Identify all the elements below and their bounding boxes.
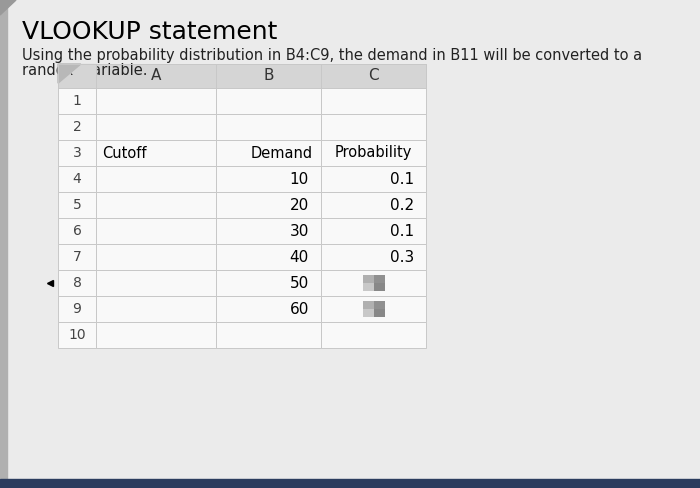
Bar: [0, 479, 700, 488]
Text: Cutoff: Cutoff: [102, 145, 146, 161]
Polygon shape: [0, 0, 16, 15]
Bar: [321, 166, 426, 192]
Bar: [363, 283, 374, 291]
Text: VLOOKUP statement: VLOOKUP statement: [22, 20, 277, 44]
Bar: [96, 296, 216, 322]
Bar: [96, 270, 216, 296]
Bar: [216, 114, 321, 140]
Text: 9: 9: [73, 302, 81, 316]
Bar: [58, 64, 96, 88]
Bar: [96, 218, 216, 244]
Text: A: A: [150, 68, 161, 83]
Bar: [96, 166, 216, 192]
Bar: [58, 244, 96, 270]
Bar: [321, 244, 426, 270]
Bar: [58, 64, 426, 88]
Text: 2: 2: [73, 120, 81, 134]
Bar: [216, 244, 321, 270]
Bar: [321, 192, 426, 218]
Bar: [363, 275, 374, 283]
Bar: [321, 88, 426, 114]
Bar: [216, 64, 321, 88]
Bar: [216, 88, 321, 114]
Bar: [58, 296, 96, 322]
Bar: [374, 309, 384, 317]
Text: 0.3: 0.3: [390, 249, 414, 264]
Bar: [363, 309, 374, 317]
Text: 5: 5: [73, 198, 81, 212]
Text: 10: 10: [290, 171, 309, 186]
Bar: [321, 64, 426, 88]
Text: 0.1: 0.1: [390, 224, 414, 239]
Text: Using the probability distribution in B4:C9, the demand in B11 will be converted: Using the probability distribution in B4…: [22, 48, 642, 63]
Text: C: C: [368, 68, 379, 83]
Bar: [58, 218, 96, 244]
Bar: [374, 275, 384, 283]
Bar: [216, 322, 321, 348]
Text: B: B: [263, 68, 274, 83]
Text: 10: 10: [68, 328, 86, 342]
Bar: [374, 283, 384, 291]
Text: Probability: Probability: [335, 145, 412, 161]
Text: 1: 1: [73, 94, 81, 108]
Bar: [321, 140, 426, 166]
Bar: [216, 192, 321, 218]
Bar: [58, 166, 96, 192]
Bar: [321, 322, 426, 348]
Text: 4: 4: [73, 172, 81, 186]
Bar: [96, 88, 216, 114]
Bar: [216, 140, 321, 166]
Bar: [96, 192, 216, 218]
Bar: [321, 114, 426, 140]
Text: 8: 8: [73, 276, 81, 290]
Text: Demand: Demand: [251, 145, 313, 161]
Text: 3: 3: [73, 146, 81, 160]
Bar: [321, 218, 426, 244]
Bar: [58, 270, 96, 296]
Bar: [321, 296, 426, 322]
Bar: [96, 64, 216, 88]
Bar: [58, 322, 96, 348]
Text: 7: 7: [73, 250, 81, 264]
Bar: [216, 218, 321, 244]
Text: 6: 6: [73, 224, 81, 238]
Bar: [321, 270, 426, 296]
Text: 30: 30: [290, 224, 309, 239]
Bar: [96, 244, 216, 270]
Bar: [216, 270, 321, 296]
Polygon shape: [58, 64, 80, 83]
Text: random variable.: random variable.: [22, 63, 148, 78]
Bar: [216, 296, 321, 322]
Text: 50: 50: [290, 276, 309, 290]
Bar: [58, 140, 96, 166]
Bar: [0, 0, 7, 488]
Text: 20: 20: [290, 198, 309, 212]
Bar: [96, 114, 216, 140]
Bar: [58, 88, 96, 114]
Text: 40: 40: [290, 249, 309, 264]
Bar: [374, 301, 384, 309]
Bar: [58, 114, 96, 140]
Text: 0.2: 0.2: [390, 198, 414, 212]
Bar: [58, 192, 96, 218]
Bar: [363, 301, 374, 309]
Bar: [96, 322, 216, 348]
Bar: [96, 140, 216, 166]
Text: 60: 60: [290, 302, 309, 317]
Text: 0.1: 0.1: [390, 171, 414, 186]
Bar: [216, 166, 321, 192]
Polygon shape: [58, 64, 96, 88]
